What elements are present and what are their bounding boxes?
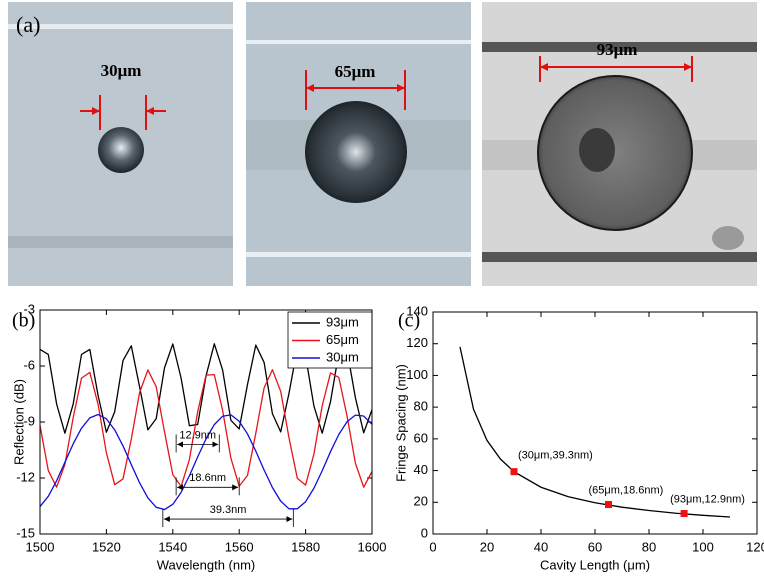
y-tick-label: -15 xyxy=(16,525,35,540)
channel-wall xyxy=(246,252,471,257)
x-tick-label: 0 xyxy=(429,539,436,554)
measure-label: 30μm xyxy=(101,61,142,80)
panel-label: (b) xyxy=(12,310,35,332)
y-tick-label: 20 xyxy=(414,494,428,509)
x-tick-label: 20 xyxy=(480,539,494,554)
debris xyxy=(712,226,744,250)
x-tick-label: 1600 xyxy=(358,539,387,554)
y-axis-label: Fringe Spacing (nm) xyxy=(393,364,408,482)
inclusion xyxy=(579,128,615,172)
legend-label: 93μm xyxy=(326,314,359,329)
y-axis-label: Reflection (dB) xyxy=(11,379,26,465)
x-tick-label: 100 xyxy=(692,539,714,554)
x-tick-label: 1500 xyxy=(26,539,55,554)
x-tick-label: 80 xyxy=(642,539,656,554)
legend-label: 65μm xyxy=(326,332,359,347)
data-point xyxy=(511,468,518,475)
panel-a: 30μm 65μm 93μm (a) xyxy=(8,2,757,286)
point-label: (30μm,39.3nm) xyxy=(518,450,593,462)
x-axis-label: Cavity Length (μm) xyxy=(540,557,650,572)
x-tick-label: 40 xyxy=(534,539,548,554)
data-point xyxy=(605,501,612,508)
microsphere xyxy=(98,127,144,173)
figure: 30μm 65μm 93μm (a) 1500 1520 1540 1560 1580 1… xyxy=(0,0,764,581)
y-tick-label: 100 xyxy=(406,367,428,382)
x-tick-label: 1520 xyxy=(92,539,121,554)
y-tick-label: 0 xyxy=(421,525,428,540)
channel-wall xyxy=(8,236,233,248)
plot-area: (30μm,39.3nm) (65μm,18.6nm) (93μm,12.9nm) xyxy=(460,347,745,517)
y-tick-label: -6 xyxy=(23,357,35,372)
x-tick-label: 1540 xyxy=(158,539,187,554)
y-tick-label: 120 xyxy=(406,335,428,350)
microsphere xyxy=(538,76,692,230)
legend-label: 30μm xyxy=(326,349,359,364)
point-label: (93μm,12.9nm) xyxy=(670,493,745,505)
y-tick-label: 40 xyxy=(414,462,428,477)
annotation-label: 18.6nm xyxy=(189,472,226,484)
annotation-label: 12.9nm xyxy=(179,429,216,441)
measure-label: 65μm xyxy=(335,62,376,81)
annotation-label: 39.3nm xyxy=(210,504,247,516)
x-axis-label: Wavelength (nm) xyxy=(157,557,256,572)
microsphere xyxy=(305,101,407,203)
panel-label: (c) xyxy=(398,310,420,332)
chart: 020406080100120020406080100120140(30μm,3… xyxy=(393,303,764,572)
x-tick-label: 60 xyxy=(588,539,602,554)
x-tick-label: 1580 xyxy=(291,539,320,554)
y-tick-label: 80 xyxy=(414,399,428,414)
channel-wall xyxy=(246,40,471,44)
x-tick-label: 120 xyxy=(746,539,764,554)
channel-wall xyxy=(8,24,233,29)
measure-label: 93μm xyxy=(597,40,638,59)
plot-area: 12.9nm 18.6nm 39.3nm 93μm 65μm 30μm xyxy=(40,312,372,527)
y-tick-label: -12 xyxy=(16,469,35,484)
y-tick-label: 60 xyxy=(414,430,428,445)
channel-wall xyxy=(482,252,757,262)
panel-label: (a) xyxy=(16,12,40,37)
point-label: (65μm,18.6nm) xyxy=(589,484,664,496)
data-point xyxy=(681,510,688,517)
x-tick-label: 1560 xyxy=(225,539,254,554)
